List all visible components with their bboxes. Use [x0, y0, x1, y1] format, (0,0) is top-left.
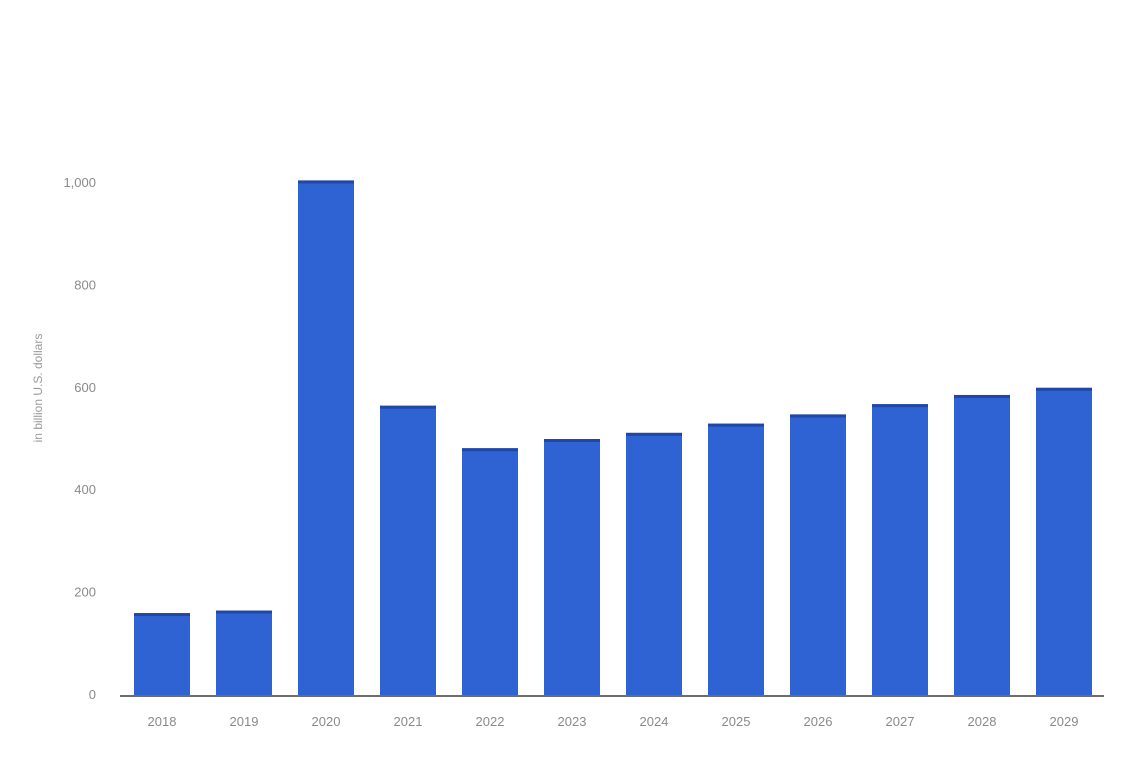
bar-2022[interactable] [462, 448, 518, 695]
y-axis-title: in billion U.S. dollars [31, 334, 45, 443]
bar-top-edge [626, 432, 682, 436]
x-tick-label: 2023 [558, 714, 587, 729]
bar-2024[interactable] [626, 432, 682, 695]
bar-2028[interactable] [954, 394, 1010, 695]
bar-2020[interactable] [298, 180, 354, 695]
bar-2018[interactable] [134, 613, 190, 695]
bar-top-edge [380, 405, 436, 409]
x-axis: 2018 2019 2020 2021 2022 2023 2024 2025 2026 2027… [148, 714, 1079, 729]
x-tick-label: 2021 [394, 714, 423, 729]
y-tick-label: 200 [74, 585, 96, 600]
y-tick-label: 800 [74, 277, 96, 292]
x-tick-label: 2027 [886, 714, 915, 729]
bar-2027[interactable] [872, 404, 928, 695]
bar-2025[interactable] [708, 423, 764, 695]
x-tick-label: 2028 [968, 714, 997, 729]
bar-top-edge [872, 404, 928, 408]
bar-top-edge [954, 394, 1010, 398]
y-tick-label: 600 [74, 380, 96, 395]
bar-top-edge [216, 610, 272, 614]
bar-top-edge [708, 423, 764, 427]
bar-2029[interactable] [1036, 387, 1092, 695]
bar-top-edge [462, 448, 518, 452]
y-tick-label: 400 [74, 482, 96, 497]
x-tick-label: 2026 [804, 714, 833, 729]
y-tick-label: 1,000 [63, 175, 96, 190]
bar-top-edge [544, 439, 600, 442]
bar-2023[interactable] [544, 439, 600, 695]
bar-top-edge [790, 414, 846, 418]
x-tick-label: 2024 [640, 714, 669, 729]
x-tick-label: 2018 [148, 714, 177, 729]
x-tick-label: 2020 [312, 714, 341, 729]
bar-top-edge [298, 180, 354, 184]
x-tick-label: 2029 [1050, 714, 1079, 729]
bars [134, 180, 1092, 695]
x-tick-label: 2022 [476, 714, 505, 729]
x-tick-label: 2019 [230, 714, 259, 729]
x-tick-label: 2025 [722, 714, 751, 729]
bar-top-edge [1036, 387, 1092, 391]
bar-2021[interactable] [380, 405, 436, 695]
bar-2019[interactable] [216, 610, 272, 695]
y-axis: 0 200 400 600 800 1,000 [63, 175, 96, 702]
y-tick-label: 0 [89, 687, 96, 702]
bar-top-edge [134, 613, 190, 617]
bar-2026[interactable] [790, 414, 846, 695]
